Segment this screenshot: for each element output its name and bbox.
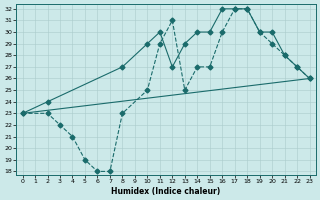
X-axis label: Humidex (Indice chaleur): Humidex (Indice chaleur) (111, 187, 221, 196)
